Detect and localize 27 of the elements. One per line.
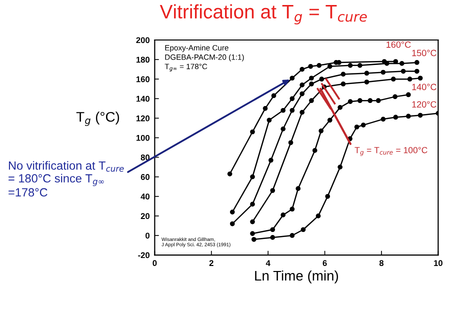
text: No vitrification at T$_{cure}$ = 180°C since T$_{g∞}$ =178°C: [8, 161, 124, 197]
y-tick-label: 40: [140, 194, 150, 200]
y-tick-label: 200: [136, 37, 150, 44]
y-tick-label: 60: [140, 174, 150, 180]
annotation: 160°C: [386, 41, 411, 48]
annotation: T$_{g}$ = T$_{cure}$ = 100°C: [354, 147, 428, 156]
x-tick-label: 8: [379, 260, 384, 266]
x-tick-label: 4: [266, 260, 270, 266]
y-axis-title: T$_{g}$ (°C): [76, 112, 120, 126]
y-tick-label: 20: [140, 213, 150, 220]
y-tick-label: 140: [136, 96, 150, 102]
y-tick-label: 0: [146, 232, 150, 239]
x-tick-label: 2: [209, 260, 214, 266]
x-axis-title: Ln Time (min): [255, 270, 338, 284]
annotation: 150°C: [412, 50, 436, 56]
annotation: 120°C: [412, 101, 436, 108]
x-tick-label: 10: [434, 260, 442, 266]
y-tick-label: 120: [136, 115, 150, 122]
y-tick-label: 180: [136, 56, 150, 63]
chart-title: Vitrification at T$_{g}$ = T$_{cure}$: [160, 4, 367, 24]
y-tick-label: 160: [136, 76, 150, 82]
x-tick-label: 6: [322, 260, 327, 266]
y-tick-label: 100: [136, 134, 150, 141]
y-tick-label: -20: [138, 252, 150, 258]
annotation: 140°C: [412, 84, 436, 90]
x-tick-label: 0: [152, 260, 157, 266]
y-tick-label: 80: [140, 154, 150, 160]
